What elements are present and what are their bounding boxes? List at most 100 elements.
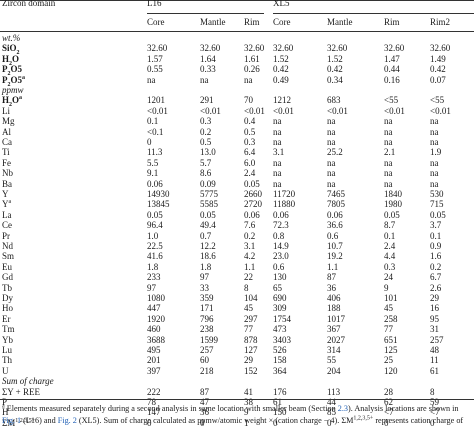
table-cell: 1920 [147, 313, 165, 324]
table-cell: na [384, 126, 393, 137]
table-cell: 1.9 [430, 147, 442, 158]
table-cell: 5585 [200, 199, 218, 210]
table-cell: 97 [200, 272, 209, 283]
table-cell: na [430, 168, 439, 179]
table-cell: 147 [147, 407, 161, 418]
row-label-sub: 2 [7, 70, 11, 77]
row-label-tail: O [12, 53, 20, 64]
table-cell: 7.6 [244, 220, 256, 231]
table-cell: 447 [147, 303, 161, 314]
table-cell: 238 [200, 324, 214, 335]
table-cell: 22.5 [147, 241, 163, 251]
row-label: Mg [2, 116, 15, 127]
row-label-text: SiO [2, 43, 17, 54]
table-cell: 11720 [273, 189, 296, 199]
row-label-text: P [2, 74, 8, 85]
table-cell: 1840 [384, 189, 402, 199]
table-cell: 0.4 [244, 116, 256, 127]
table-cell: 0.34 [327, 74, 343, 85]
row-label-text: H [2, 53, 10, 64]
table-cell: 3.1 [244, 241, 256, 251]
table-cell: 96.4 [147, 220, 163, 231]
table-cell: 530 [430, 189, 444, 199]
table-cell: 3688 [147, 334, 165, 345]
table-cell: 36.6 [327, 220, 343, 231]
row-label-text: Ba [2, 178, 12, 189]
table-cell: 41.6 [147, 251, 163, 262]
column-header: Core [273, 17, 291, 27]
row-label-text: Pr [2, 230, 11, 241]
table-cell: 6.4 [244, 147, 256, 158]
table-cell: 1080 [147, 293, 165, 303]
column-header: Mantle [200, 17, 226, 27]
table-cell: 3.7 [430, 220, 442, 231]
row-label-text: Ca [2, 137, 12, 147]
table-cell: 0.42 [327, 64, 343, 75]
table-cell: 24 [384, 272, 393, 283]
section-title: wt.% [2, 33, 21, 43]
table-cell: <55 [430, 95, 445, 106]
table-cell: 495 [147, 345, 161, 355]
table-cell: 2027 [327, 334, 345, 345]
table-cell: 22 [244, 272, 253, 283]
table-cell: 41 [244, 386, 253, 397]
row-label-sup: a [8, 199, 12, 206]
fig1-link[interactable]: Fig. 1 [2, 416, 22, 425]
table-cell: 0.1 [147, 116, 159, 127]
table-cell: 3403 [273, 334, 291, 345]
table-cell: 8 [244, 282, 249, 293]
table-cell: 0.9 [430, 241, 442, 251]
table-cell: 44 [327, 397, 336, 407]
table-cell: 70 [244, 95, 253, 106]
row-label: Ho [2, 303, 13, 314]
table-cell: 364 [273, 365, 287, 376]
table-cell: 19.2 [327, 251, 343, 262]
table-cell: 309 [273, 303, 287, 314]
table-cell: 4.2 [244, 251, 256, 262]
table-cell: 0.42 [273, 64, 289, 75]
fig2-link[interactable]: Fig. 2 [57, 416, 77, 425]
table-cell: 14.9 [273, 241, 289, 251]
row-label: P [2, 397, 7, 408]
table-cell: 29 [430, 293, 439, 303]
row-label-text: Ho [2, 303, 13, 314]
table-cell: 0.2 [244, 230, 256, 241]
group-xl5: XL5 [273, 0, 290, 8]
table-cell: 5.5 [147, 157, 159, 168]
row-label-text: Nb [2, 168, 13, 179]
table-cell: 8 [430, 386, 435, 397]
table-cell: 1212 [273, 95, 291, 106]
table-cell: na [384, 178, 393, 189]
footnote-2-mid2: (XL5). Sum of charge calculated as ppmw/… [76, 416, 354, 425]
row-label: H [2, 407, 9, 418]
table-cell: 33 [200, 282, 209, 293]
footnote-2-end: represents cation charge of [373, 416, 464, 425]
table-cell: <0.01 [200, 105, 221, 116]
table-cell: 2720 [244, 199, 262, 210]
row-label: Lu [2, 345, 12, 356]
row-label: Nb [2, 168, 13, 179]
row-label-text: ΣY + REE [2, 386, 40, 397]
table-cell: 11 [430, 355, 439, 366]
table-cell: 14930 [147, 189, 170, 199]
table-cell: 9 [384, 282, 389, 293]
row-label: Tm [2, 324, 15, 335]
table-cell: 11.3 [147, 147, 163, 158]
row-label-text: Fe [2, 157, 11, 168]
row-label-tail: O [12, 95, 20, 106]
table-cell: 878 [244, 334, 258, 345]
table-cell: 0.1 [430, 230, 442, 241]
row-label: U [2, 366, 9, 377]
row-label: SiO2 [2, 43, 20, 56]
table-cell: 59 [430, 397, 439, 407]
row-label-text: H [2, 95, 10, 106]
table-cell: 0.33 [200, 64, 216, 75]
table-cell: 85 [327, 407, 336, 418]
table-cell: 1.8 [200, 261, 212, 272]
table-cell: 0 [327, 417, 332, 428]
section-link[interactable]: 2.3 [337, 404, 348, 413]
table-cell: 0.07 [430, 74, 446, 85]
row-label: Tb [2, 283, 12, 294]
table-cell: 25 [384, 355, 393, 366]
column-header: Mantle [327, 17, 353, 27]
